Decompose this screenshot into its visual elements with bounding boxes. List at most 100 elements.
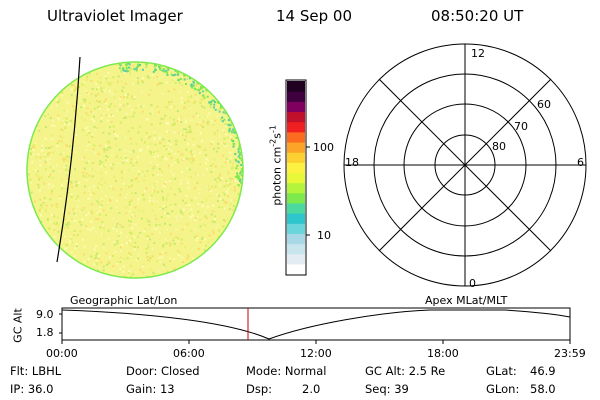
speckle <box>112 125 115 128</box>
limb-speckle <box>133 68 136 71</box>
speckle <box>164 265 167 268</box>
speckle <box>70 193 73 196</box>
limb-speckle <box>228 124 231 127</box>
speckle <box>150 103 153 106</box>
speckle <box>46 172 49 175</box>
speckle <box>142 193 145 196</box>
speckle <box>66 220 69 222</box>
speckle <box>229 203 232 206</box>
speckle <box>56 216 59 219</box>
speckle <box>219 171 222 174</box>
speckle <box>202 126 205 129</box>
speckle <box>99 81 102 84</box>
speckle <box>65 223 68 226</box>
speckle <box>70 237 73 240</box>
speckle <box>199 241 202 244</box>
speckle <box>31 145 34 148</box>
speckle <box>151 247 154 250</box>
speckle <box>64 248 67 250</box>
speckle <box>151 209 154 212</box>
speckle <box>67 101 70 104</box>
speckle <box>227 182 230 184</box>
speckle <box>95 127 98 130</box>
speckle <box>58 195 61 198</box>
speckle <box>103 227 105 230</box>
speckle <box>116 80 119 83</box>
speckle <box>198 91 201 93</box>
speckle <box>119 256 122 259</box>
speckle <box>222 225 225 228</box>
speckle <box>100 204 103 207</box>
speckle <box>102 91 105 94</box>
speckle <box>156 200 159 203</box>
speckle <box>78 86 80 88</box>
speckle <box>180 238 183 241</box>
speckle <box>212 204 215 207</box>
speckle <box>133 97 136 100</box>
speckle <box>44 155 47 158</box>
speckle <box>180 121 183 123</box>
speckle <box>106 119 109 122</box>
speckle <box>98 267 101 269</box>
speckle <box>86 76 89 79</box>
speckle <box>102 243 105 246</box>
speckle <box>58 139 60 142</box>
speckle <box>49 198 52 201</box>
speckle <box>90 110 93 113</box>
polar-label-80: 80 <box>492 140 506 153</box>
speckle <box>180 101 183 104</box>
speckle <box>178 81 181 84</box>
speckle <box>142 265 145 268</box>
speckle <box>162 205 165 208</box>
speckle <box>87 130 90 132</box>
speckle <box>52 170 55 173</box>
speckle <box>180 256 183 259</box>
speckle <box>211 141 214 144</box>
speckle <box>184 204 187 207</box>
speckle <box>204 238 206 241</box>
speckle <box>131 179 134 182</box>
speckle <box>95 217 98 220</box>
speckle <box>88 160 91 163</box>
speckle <box>109 103 112 106</box>
speckle <box>169 117 172 119</box>
speckle <box>132 246 135 249</box>
speckle <box>72 208 75 211</box>
limb-speckle <box>154 69 157 71</box>
speckle <box>80 209 83 212</box>
speckle <box>174 193 177 196</box>
colorbar-segment <box>287 111 305 123</box>
speckle <box>124 93 127 96</box>
speckle <box>81 129 84 132</box>
speckle <box>192 257 195 260</box>
speckle <box>102 269 105 272</box>
speckle <box>69 236 72 239</box>
speckle <box>186 91 189 94</box>
speckle <box>60 140 63 143</box>
limb-speckle <box>236 164 239 167</box>
speckle <box>169 203 172 206</box>
speckle <box>132 150 135 153</box>
track-xtick-label-1: 06:00 <box>173 347 205 360</box>
speckle <box>219 135 222 138</box>
speckle <box>114 90 117 93</box>
speckle <box>99 209 102 212</box>
speckle <box>137 77 139 80</box>
speckle <box>177 161 180 163</box>
speckle <box>150 123 153 126</box>
altitude-curve <box>61 309 571 340</box>
limb-speckle <box>238 151 241 154</box>
speckle <box>119 156 122 159</box>
speckle <box>146 258 149 261</box>
speckle <box>165 148 168 150</box>
speckle <box>44 115 47 118</box>
speckle <box>149 88 152 91</box>
speckle <box>131 273 134 276</box>
speckle <box>51 189 54 192</box>
speckle <box>41 144 44 147</box>
speckle <box>128 224 131 227</box>
speckle <box>57 224 60 226</box>
speckle <box>133 215 136 218</box>
speckle <box>137 80 139 82</box>
speckle <box>194 93 197 96</box>
